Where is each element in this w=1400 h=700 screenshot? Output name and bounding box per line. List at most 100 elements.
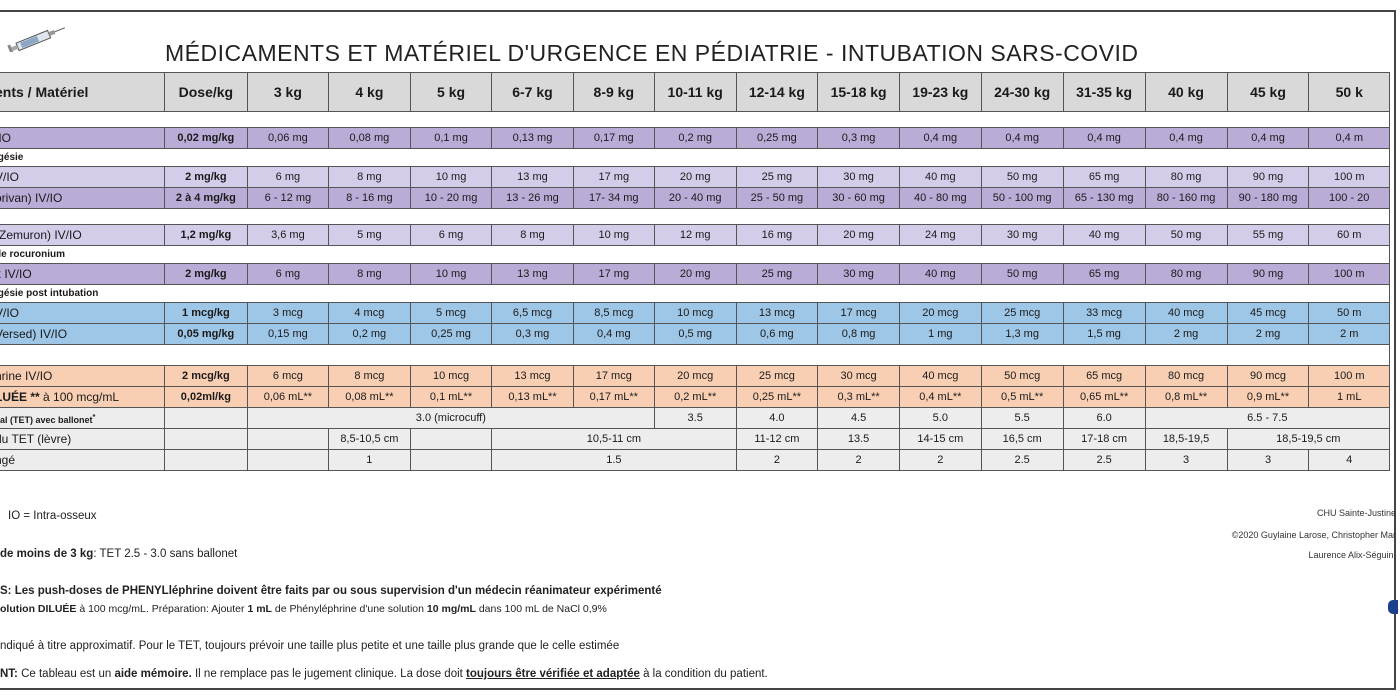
- dose-value: 0,5 mL**: [980, 386, 1064, 408]
- tet-size: 4.0: [735, 407, 819, 429]
- dose-value: 8 mg: [327, 263, 411, 285]
- empty-cell: [246, 428, 329, 450]
- section-label: lgésie post intubation: [0, 284, 1390, 303]
- dose-value: 0,4 m: [1308, 127, 1390, 149]
- empty-cell: [409, 428, 493, 450]
- dose-value: 0,65 mL**: [1062, 386, 1146, 408]
- tet-size: 3.5: [653, 407, 737, 429]
- dose-value: 17 mg: [572, 166, 655, 188]
- dose-value: 6 - 12 mg: [246, 187, 329, 209]
- dose-value: 6,5 mcg: [491, 302, 574, 324]
- tet-size: 4.5: [817, 407, 900, 429]
- footnote-approx: ndiqué à titre approximatif. Pour le TET…: [0, 640, 620, 652]
- tet-size: 6.5 - 7.5: [1144, 407, 1391, 429]
- dose-per-kg: 2 mg/kg: [163, 166, 248, 188]
- dose-value: 12 mg: [653, 224, 737, 246]
- dose-value: 25 - 50 mg: [735, 187, 819, 209]
- table-row: /IO 0,02 mg/kg 0,06 mg0,08 mg0,1 mg0,13 …: [0, 127, 1390, 149]
- dose-value: 20 - 40 mg: [653, 187, 737, 209]
- dose-value: 40 mg: [1062, 224, 1146, 246]
- dose-value: 0,4 mg: [1062, 127, 1146, 149]
- dose-value: 0,2 mg: [653, 127, 737, 149]
- fn-b: aide mémoire.: [114, 668, 192, 680]
- tet-depth: 17-18 cm: [1062, 428, 1146, 450]
- section-label: lgésie: [0, 148, 1390, 167]
- col-header: 15-18 kg: [817, 72, 900, 112]
- dose-value: 13 mcg: [491, 365, 574, 387]
- page-title: MÉDICAMENTS ET MATÉRIEL D'URGENCE EN PÉD…: [165, 40, 1139, 66]
- dose-per-kg: 2 à 4 mg/kg: [163, 187, 248, 209]
- dose-value: 40 mg: [898, 263, 982, 285]
- dose-value: 8 mg: [327, 166, 411, 188]
- footnote-dilution: olution DILUÉE à 100 mcg/mL. Préparation…: [0, 603, 607, 615]
- dose-value: 10 mg: [409, 263, 493, 285]
- tet-label-star: *: [92, 411, 96, 421]
- fn-b: olution DILUÉE: [0, 603, 77, 615]
- document-frame: [0, 10, 1396, 690]
- dose-value: 0,1 mL**: [409, 386, 493, 408]
- dose-value: 100 - 20: [1308, 187, 1390, 209]
- dose-value: 25 mg: [735, 166, 819, 188]
- section-row: lgésie post intubation: [0, 284, 1390, 303]
- dose-value: 80 mg: [1144, 166, 1228, 188]
- dose-value: 0,4 mg: [1226, 127, 1310, 149]
- tet-depth: 8,5-10,5 cm: [327, 428, 411, 450]
- dose-value: 13 - 26 mg: [491, 187, 574, 209]
- blade-size: 2.5: [980, 449, 1064, 471]
- dose-value: 50 mcg: [980, 365, 1064, 387]
- dose-value: 10 mg: [409, 166, 493, 188]
- dose-per-kg: 2 mcg/kg: [163, 365, 248, 387]
- table-row: ngé 1 1.5 2 2 2 2.5 2.5 3 3 4: [0, 449, 1390, 471]
- dose-value: 80 mg: [1144, 263, 1228, 285]
- col-header: 12-14 kg: [735, 72, 819, 112]
- col-header: 45 kg: [1226, 72, 1310, 112]
- dose-value: 0,9 mL**: [1226, 386, 1310, 408]
- dosage-table: ents / Matériel Dose/kg 3 kg 4 kg 5 kg 6…: [0, 72, 1391, 471]
- dose-value: 65 - 130 mg: [1062, 187, 1146, 209]
- dose-value: 0,6 mg: [735, 323, 819, 345]
- dose-value: 0,5 mg: [653, 323, 737, 345]
- blade-size: 2: [817, 449, 900, 471]
- drug-name: (Zemuron) IV/IO: [0, 224, 165, 246]
- dose-value: 13 mcg: [735, 302, 819, 324]
- dose-value: 4 mcg: [327, 302, 411, 324]
- logo-icon: [1388, 600, 1398, 614]
- table-row: éal (TET) avec ballonet* 3.0 (microcuff)…: [0, 407, 1391, 429]
- drug-name: x IV/IO: [0, 263, 165, 285]
- dose-value: 25 mcg: [735, 365, 819, 387]
- drug-name: hrine IV/IO: [0, 365, 165, 387]
- tet-size: 6.0: [1062, 407, 1146, 429]
- dose-value: 0,4 mg: [898, 127, 982, 149]
- drug-name: LUÉE ** à 100 mcg/mL: [0, 386, 165, 408]
- dose-value: 3 mcg: [246, 302, 329, 324]
- blade-size: 1: [327, 449, 411, 471]
- tet-size: 5.0: [898, 407, 982, 429]
- drug-name: éal (TET) avec ballonet*: [0, 407, 165, 429]
- dose-value: 0,4 mg: [1144, 127, 1228, 149]
- dose-value: 10 mg: [572, 224, 655, 246]
- dose-value: 0,08 mg: [327, 127, 411, 149]
- drug-name-bold: LUÉE **: [0, 390, 40, 404]
- dose-per-kg: 0,05 mg/kg: [163, 323, 248, 345]
- dose-value: 17 mcg: [572, 365, 655, 387]
- dose-value: 20 mcg: [653, 365, 737, 387]
- dose-per-kg: 0,02 mg/kg: [163, 127, 248, 149]
- footnote-important: NT: Ce tableau est un aide mémoire. Il n…: [0, 668, 768, 680]
- tet-depth: 14-15 cm: [898, 428, 982, 450]
- dose-value: 0,13 mg: [491, 127, 574, 149]
- drug-name: Versed) IV/IO: [0, 323, 165, 345]
- blade-size: 1.5: [491, 449, 737, 471]
- dose-value: 30 mg: [817, 166, 900, 188]
- dose-value: 100 m: [1308, 263, 1390, 285]
- dose-value: 50 - 100 mg: [980, 187, 1064, 209]
- dose-value: 0,2 mL**: [653, 386, 737, 408]
- dose-value: 0,8 mL**: [1144, 386, 1228, 408]
- col-header: 50 k: [1308, 72, 1390, 112]
- dose-value: 1 mg: [898, 323, 982, 345]
- col-header: 3 kg: [246, 72, 329, 112]
- dose-value: 80 - 160 mg: [1144, 187, 1228, 209]
- dose-value: 25 mg: [735, 263, 819, 285]
- dose-value: 6 mcg: [246, 365, 329, 387]
- dose-value: 65 mg: [1062, 166, 1146, 188]
